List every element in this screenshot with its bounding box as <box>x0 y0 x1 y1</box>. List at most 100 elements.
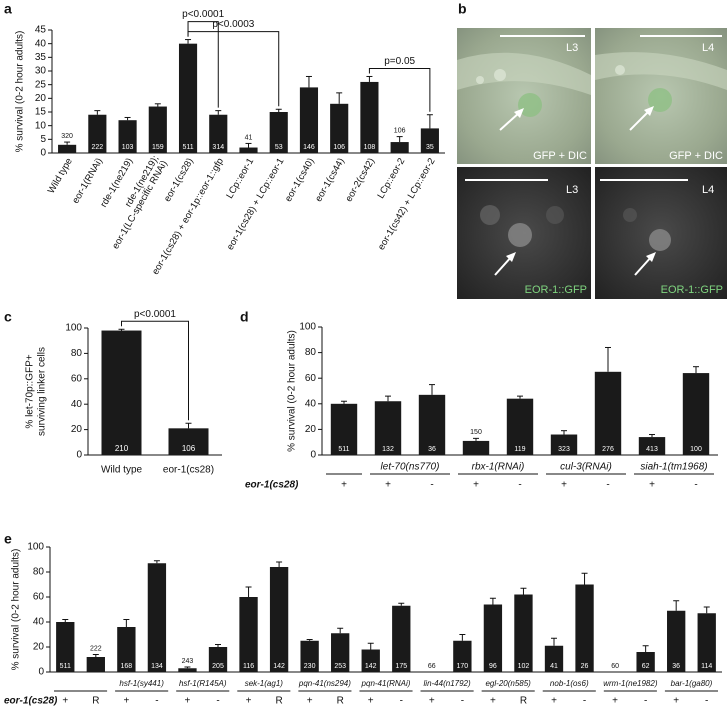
bar <box>147 563 167 672</box>
x-tick-label: eor-1(cs28) + LCp::eor-1 <box>225 156 287 252</box>
n-label: 96 <box>489 663 497 670</box>
y-tick-label: 80 <box>71 348 83 359</box>
n-label: 106 <box>182 444 196 453</box>
p-value: p<0.0001 <box>134 309 176 320</box>
y-tick-label: 100 <box>299 322 316 333</box>
y-tick-label: 80 <box>305 347 317 358</box>
group-label: rbx-1(RNAi) <box>472 462 525 473</box>
y-tick-label: 60 <box>305 373 317 384</box>
bar <box>550 434 578 455</box>
bar <box>506 398 534 455</box>
x-tick-label: + <box>385 480 391 491</box>
n-label: 170 <box>457 663 469 670</box>
n-label: 134 <box>151 663 163 670</box>
n-label: 314 <box>212 144 224 151</box>
n-label: 511 <box>338 446 349 453</box>
n-label: 150 <box>470 429 482 436</box>
bar <box>374 401 402 455</box>
n-label: 511 <box>60 663 71 670</box>
group-label: cul-3(RNAi) <box>560 462 612 473</box>
n-label: 132 <box>382 446 394 453</box>
panel-label: e <box>4 531 12 547</box>
n-label: 106 <box>394 127 406 134</box>
group-label: egl-20(n585) <box>485 679 531 688</box>
n-label: 53 <box>275 144 283 151</box>
x-tick-label: eor-1(cs40) <box>283 156 317 204</box>
group-label: hsf-1(R145A) <box>179 679 227 688</box>
x-tick-label: - <box>461 696 464 707</box>
micrograph-panel: b L3 GFP + DIC L4 GFP + DIC <box>457 1 727 299</box>
x-tick-label: + <box>185 696 191 707</box>
bar <box>331 633 350 672</box>
x-tick-label: R <box>337 696 344 707</box>
n-label: 26 <box>581 663 589 670</box>
y-tick-label: 60 <box>71 373 83 384</box>
x-tick-label: + <box>62 696 68 707</box>
y-tick-label: 30 <box>35 66 47 77</box>
bar-chart: a 0 5 10 15 20 25 30 35 40 45 % survival (0-2 hour … <box>4 1 445 277</box>
group-label: nob-1(os6) <box>550 679 589 688</box>
group-label: bar-1(ga80) <box>671 679 713 688</box>
x-tick-label: + <box>612 696 618 707</box>
n-label: 323 <box>558 446 570 453</box>
n-label: 146 <box>303 144 315 151</box>
bar <box>390 142 409 153</box>
y-tick-label: 10 <box>35 120 47 131</box>
x-tick-label: eor-2(cs42) <box>343 156 377 204</box>
x-tick-label: + <box>673 696 679 707</box>
n-label: 41 <box>245 134 253 141</box>
x-tick-label: - <box>705 696 708 707</box>
panel-label: a <box>4 1 12 17</box>
significance-bracket <box>187 31 280 107</box>
x-tick-label: eor-1(RNAi) <box>70 156 105 205</box>
x-tick-label: - <box>155 696 158 707</box>
x-tick-label: eor-1(cs28) <box>163 465 214 476</box>
stage-label: L4 <box>702 42 714 54</box>
bar <box>575 584 594 672</box>
p-value: p<0.0001 <box>182 9 224 20</box>
bar <box>667 610 686 672</box>
x-tick-label: - <box>518 480 521 491</box>
x-tick-label: - <box>430 480 433 491</box>
x-tick-label: R <box>92 696 99 707</box>
group-label: pqn-41(RNAi) <box>361 679 411 688</box>
bar <box>178 668 197 672</box>
x-tick-label: - <box>216 696 219 707</box>
y-tick-label: 20 <box>33 642 45 653</box>
group-label: let-70(ns770) <box>381 462 440 473</box>
x-tick-label: + <box>123 696 129 707</box>
y-tick-label: 35 <box>35 52 47 63</box>
group-label: hsf-1(sy441) <box>119 679 164 688</box>
y-tick-label: 0 <box>310 450 316 461</box>
bar <box>360 81 379 153</box>
n-label: 106 <box>333 144 345 151</box>
bar <box>299 87 319 153</box>
x-tick-label: eor-1(cs42) + LCp::eor-2 <box>376 156 438 252</box>
x-tick-label: - <box>606 480 609 491</box>
y-axis-label: surviving linker cells <box>37 347 48 436</box>
y-tick-label: 20 <box>35 93 47 104</box>
bar <box>330 403 358 455</box>
n-label: 103 <box>122 144 134 151</box>
bar <box>462 440 490 455</box>
x-tick-label: eor-1(cs44) <box>313 156 347 204</box>
n-label: 119 <box>514 446 525 453</box>
n-label: 222 <box>90 645 102 652</box>
x-tick-label: + <box>341 480 347 491</box>
y-tick-label: 40 <box>33 617 45 628</box>
n-label: 205 <box>212 663 224 670</box>
group-label: sek-1(ag1) <box>245 679 284 688</box>
n-label: 41 <box>550 663 558 670</box>
y-tick-label: 0 <box>40 148 46 159</box>
caption: EOR-1::GFP <box>661 284 723 296</box>
x-tick-label: + <box>429 696 435 707</box>
n-label: 168 <box>121 663 133 670</box>
n-label: 230 <box>304 663 316 670</box>
n-label: 36 <box>428 446 436 453</box>
y-tick-label: 40 <box>71 399 83 410</box>
x-tick-label: R <box>520 696 527 707</box>
y-axis-label: % survival (0-2 hour adults) <box>287 330 298 452</box>
panel-label: b <box>458 1 467 17</box>
x-tick-label: + <box>307 696 313 707</box>
y-tick-label: 20 <box>71 424 83 435</box>
